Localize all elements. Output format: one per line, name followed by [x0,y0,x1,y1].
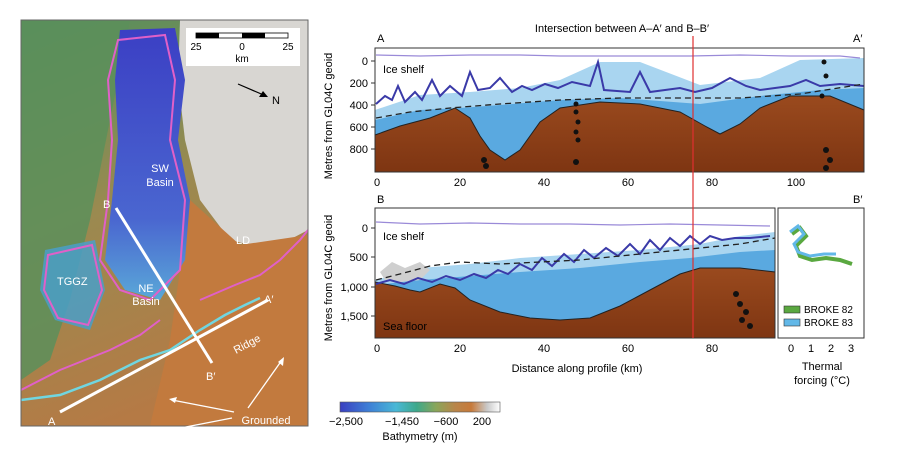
profile-bottom-seabed [374,267,776,339]
inset-xtick-1: 1 [808,343,814,355]
profile-bottom-ice-shelf-surface [375,221,771,227]
legend-label-broke-83: BROKE 83 [804,318,853,329]
profile-top-xtick-0: 0 [374,177,380,189]
profile-bottom-xtick-60: 60 [622,343,634,355]
profile-top: 0 200 400 600 800 0 20 40 60 80 100 A A′… [323,33,865,189]
profile-bottom-xtick-20: 20 [454,343,466,355]
profile-top-xtick-40: 40 [538,177,550,189]
sw-basin-label-1: SW [151,163,169,175]
map-sw-basin [105,28,190,300]
grounded-iceberg-arrows [157,357,284,435]
inset-xlabel-1: Thermal [802,361,842,373]
profile-bottom-ytick-500: 500 [350,252,368,264]
bathymetry-colorbar [339,401,501,413]
profile-bottom-ytick-1500: 1,500 [340,311,368,323]
colorbar-label: Bathymetry (m) [382,431,457,443]
map-pink-outline-west [42,243,104,327]
profile-top-ytick-0: 0 [362,56,368,68]
profile-top-ice-base [375,58,865,105]
sw-basin-label-2: Basin [146,177,174,189]
north-label: N [272,95,280,107]
b-prime-label: B′ [206,371,215,383]
profile-top-xtick-60: 60 [622,177,634,189]
profile-line-a-a-prime [59,298,269,414]
profile-top-y-ticks [371,60,375,150]
profile-bottom-ylabel: Metres from GL04C geoid [323,215,335,342]
tggz-label: TGGZ [57,276,88,288]
grounded-icebergs-label-1: Grounded [242,415,291,427]
legend-swatch-broke-82 [783,305,801,314]
profile-top-ytick-200: 200 [350,78,368,90]
profile-bottom-xtick-40: 40 [538,343,550,355]
profile-top-ice-shelf-surface [375,54,861,59]
inset-xtick-0: 0 [788,343,794,355]
ne-basin-label-2: Basin [132,296,160,308]
a-prime-label: A′ [264,294,273,306]
profile-top-icebergs [481,59,833,171]
profile-top-xtick-100: 100 [787,177,805,189]
legend-label-broke-82: BROKE 82 [804,305,853,316]
profile-top-start-label: A [377,33,385,45]
scale-tick-left: 25 [190,42,202,53]
map-panel [21,20,308,426]
profile-top-ytick-600: 600 [350,122,368,134]
profile-top-ytick-400: 400 [350,100,368,112]
ne-basin-label-1: NE [138,283,153,295]
colorbar-tick-1: −2,500 [329,416,363,428]
colorbar-tick-2: −1,450 [385,416,419,428]
map-pink-outline [98,33,187,302]
broke-83-curve [789,223,836,258]
map-frame [20,19,309,427]
profile-line-b-b-prime [114,207,214,364]
profile-bottom-xlabel: Distance along profile (km) [512,363,643,375]
profile-bottom: 0 500 1,000 1,500 0 20 40 60 80 B B′ Ice… [323,194,862,375]
profile-bottom-ice-base [375,234,771,286]
profile-bottom-y-ticks [371,227,375,317]
profile-top-thermocline [375,83,865,119]
profile-bottom-frame [374,207,776,339]
a-label: A [48,416,56,428]
profile-top-frame [374,47,865,173]
profile-top-xtick-20: 20 [454,177,466,189]
scale-bar: 25 0 25 km [186,28,300,66]
inset-xtick-3: 3 [848,343,854,355]
profile-top-end-label: A′ [853,33,862,45]
map-tggz-area [40,240,105,330]
colorbar-tick-4: 200 [473,416,491,428]
colorbar-tick-3: −600 [434,416,459,428]
profile-bottom-icebergs [733,291,753,329]
grounded-icebergs-label-2: icebergs [245,428,287,440]
b-label: B [103,199,110,211]
scale-tick-zero: 0 [239,42,245,53]
profile-bottom-xtick-80: 80 [706,343,718,355]
ld-label: LD [236,235,250,247]
profile-bottom-sea-floor-label: Sea floor [383,321,427,333]
scale-unit: km [235,54,248,65]
profile-top-ylabel: Metres from GL04C geoid [323,53,335,180]
profile-top-ytick-800: 800 [350,144,368,156]
profile-bottom-ytick-0: 0 [362,223,368,235]
profile-bottom-start-label: B [377,194,384,206]
inset-xtick-2: 2 [828,343,834,355]
inset-xlabel-2: forcing (°C) [794,375,850,387]
map-pink-coast [199,229,308,301]
map-ice-plateau [178,20,308,250]
profile-bottom-thermocline [375,237,776,281]
profile-bottom-ice-shelf-label: Ice shelf [383,231,425,243]
profile-bottom-xtick-0: 0 [374,343,380,355]
profile-bottom-ytick-1000: 1,000 [340,282,368,294]
thermal-forcing-inset: BROKE 82 BROKE 83 0 1 2 3 Thermal forcin… [777,207,865,387]
legend-swatch-broke-83 [783,318,801,327]
map-pink-west-coast [21,319,161,391]
map-cyan-front [21,296,261,402]
north-arrow-icon [237,83,268,97]
scale-tick-right: 25 [282,42,294,53]
profile-bottom-end-label: B′ [853,194,862,206]
profile-top-seabed [374,95,865,173]
intersection-label: Intersection between A–A′ and B–B′ [535,23,709,35]
profile-top-xtick-80: 80 [706,177,718,189]
profile-top-ice-shelf-label: Ice shelf [383,64,425,76]
